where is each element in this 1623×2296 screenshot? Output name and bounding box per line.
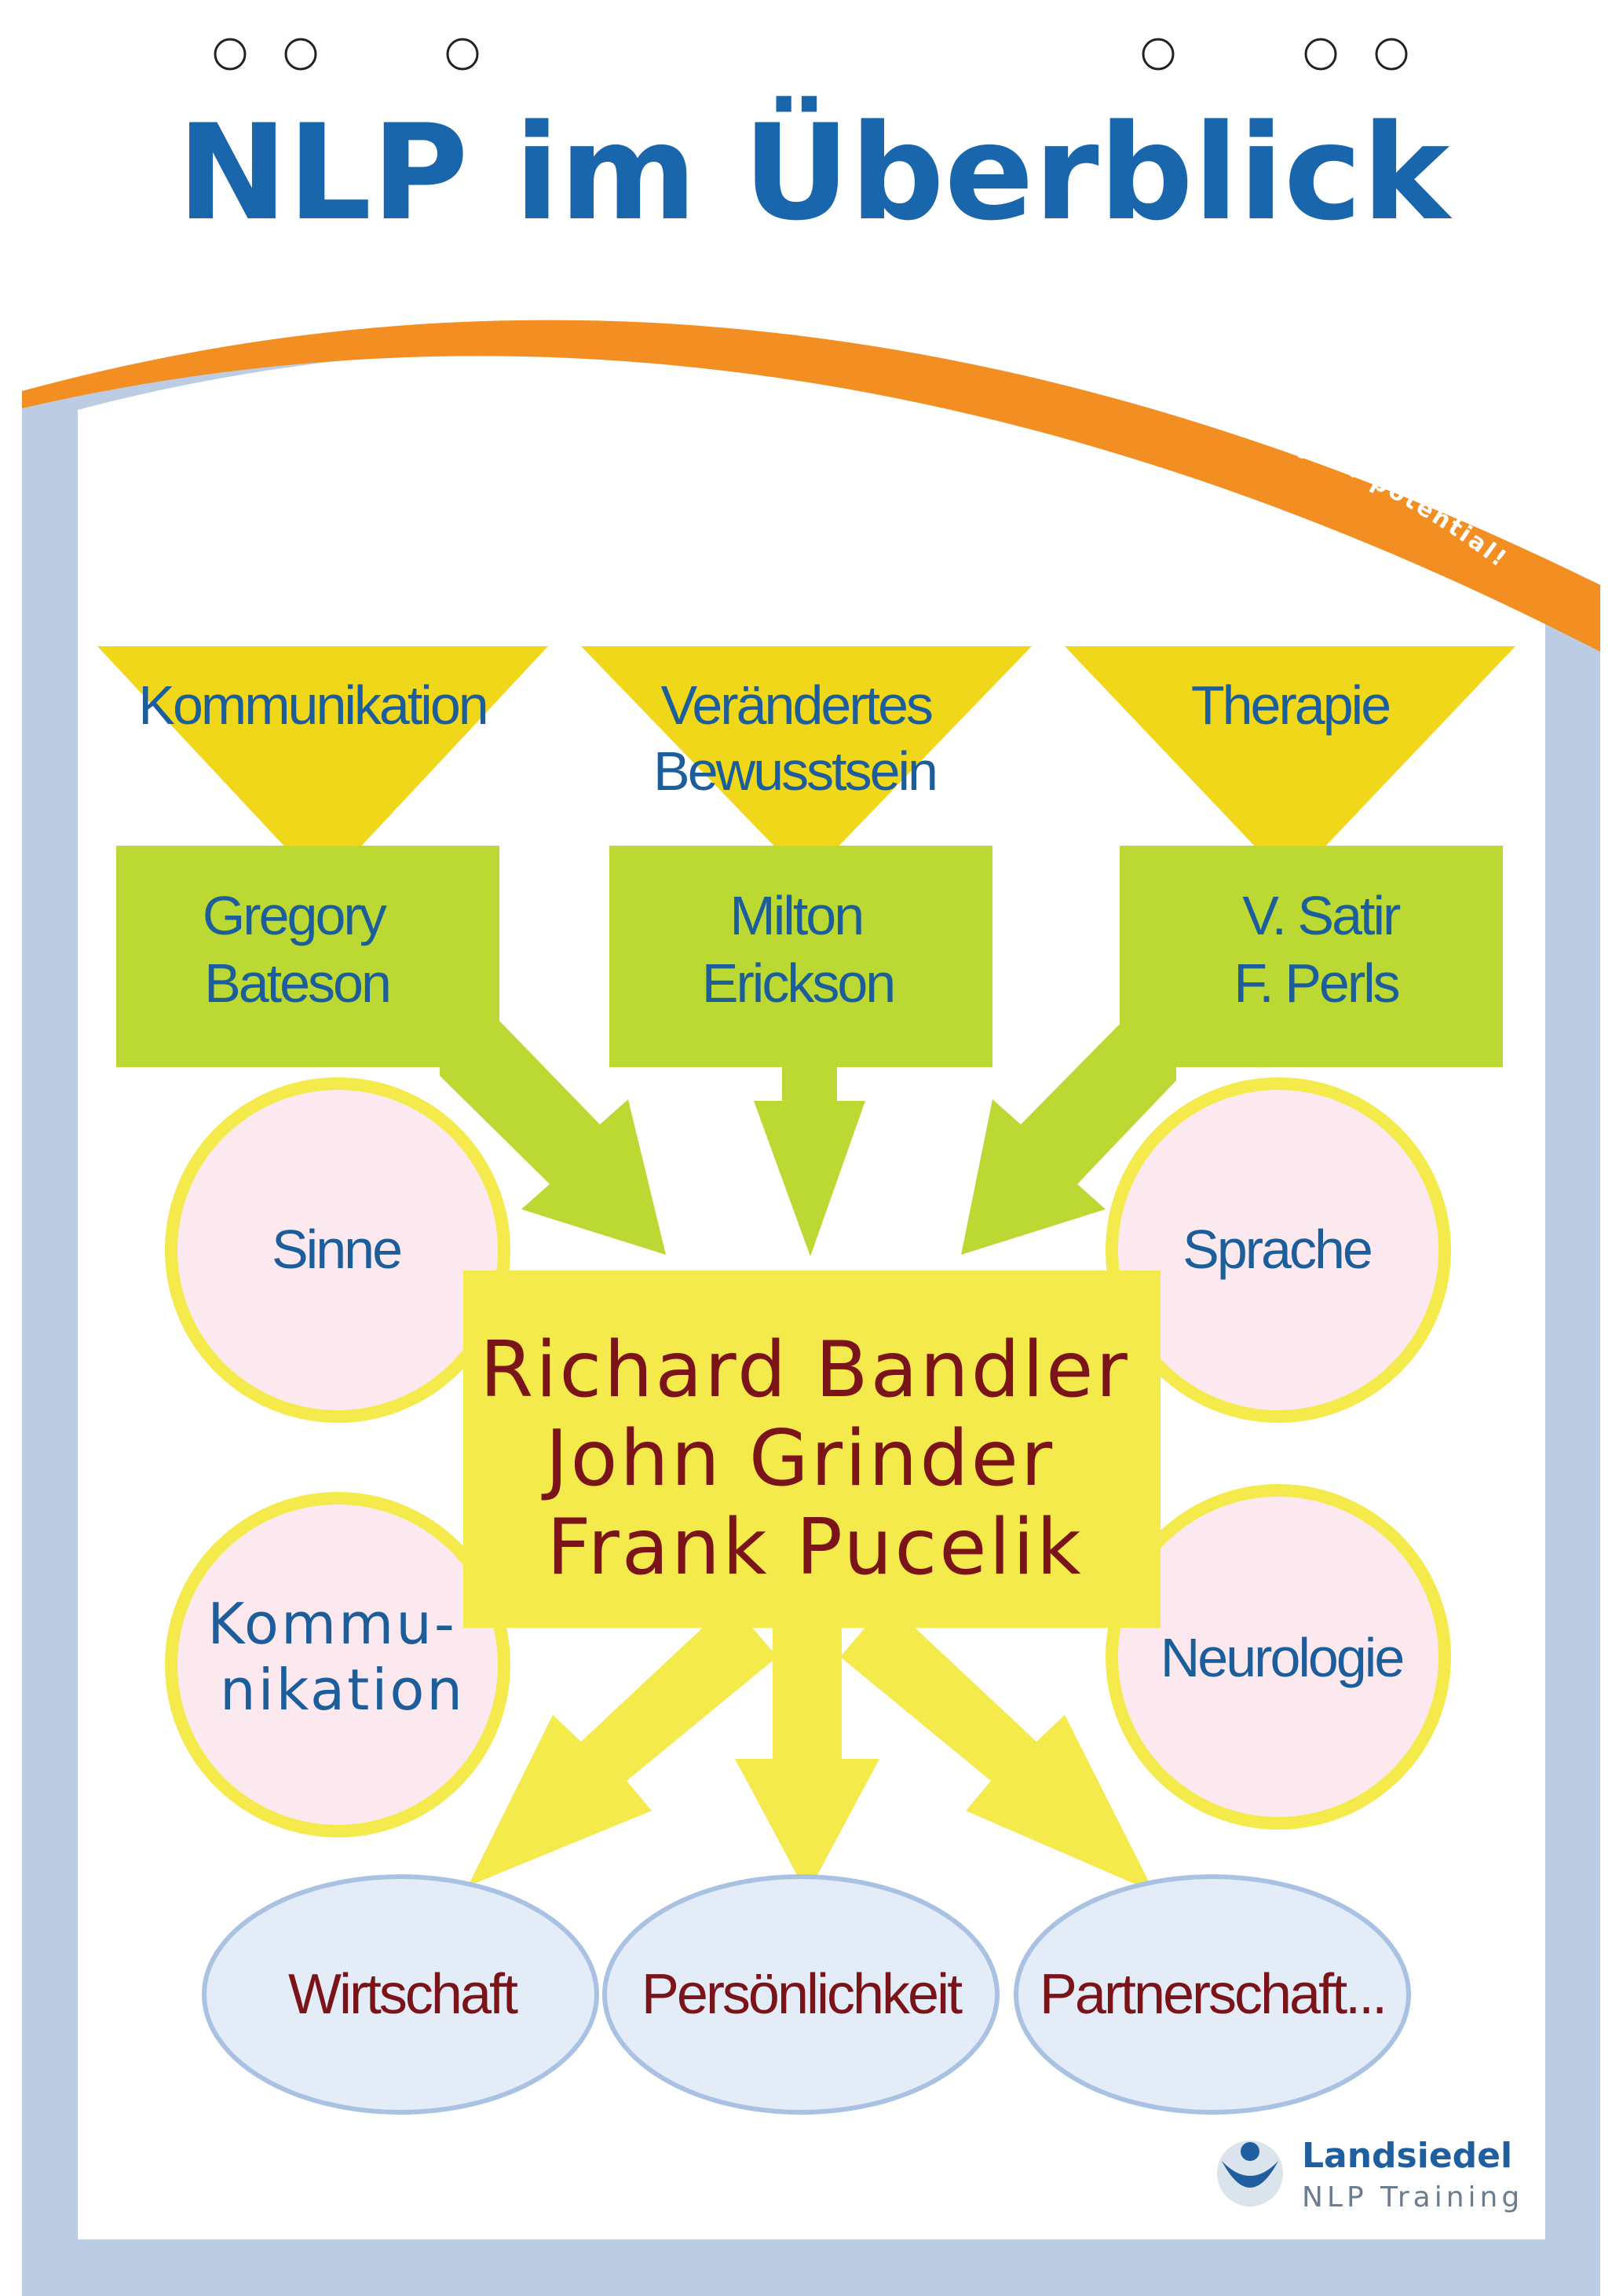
- person-line: F. Perls: [1234, 952, 1398, 1014]
- binder-hole: [1304, 38, 1337, 71]
- oval-partnerschaft: [1014, 1874, 1411, 2115]
- logo-figure-body-icon: [1222, 2161, 1278, 2188]
- aspect-line: nikation: [220, 1657, 465, 1723]
- landsiedel-logo: Landsiedel NLP Training: [1217, 2136, 1523, 2214]
- founders-box: [463, 1270, 1161, 1628]
- aspect-label-sprache: Sprache: [1183, 1219, 1371, 1280]
- oval-wirtschaft: [202, 1874, 599, 2115]
- flipchart-holes: [214, 38, 1408, 71]
- person-line: Erickson: [702, 952, 894, 1014]
- person-satir-perls: V. Satir F. Perls: [1234, 885, 1411, 1014]
- aspect-line: Sinne: [272, 1219, 400, 1280]
- founder-name: Richard Bandler: [480, 1325, 1130, 1415]
- binder-hole: [284, 38, 317, 71]
- logo-subtitle: NLP Training: [1302, 2181, 1523, 2214]
- page-title: NLP im Überblick: [177, 96, 1453, 250]
- binder-hole: [1142, 38, 1175, 71]
- person-line: V. Satir: [1242, 885, 1401, 946]
- circle-sprache: [1106, 1077, 1451, 1423]
- logo-emblem-icon: [1217, 2141, 1283, 2206]
- person-line: Bateson: [204, 952, 389, 1014]
- arrows-in: [440, 1021, 1176, 1256]
- oval-persoenlichkeit: [602, 1874, 1000, 2115]
- logo-figure-head-icon: [1241, 2142, 1259, 2161]
- application-ovals: [202, 1874, 1411, 2115]
- arrow-satir-perls: [961, 1021, 1176, 1255]
- arrow-wirtschaft: [468, 1602, 777, 1886]
- arrow-bateson: [440, 1021, 666, 1255]
- person-gregory-bateson: Gregory Bateson: [203, 885, 397, 1014]
- application-wirtschaft: Wirtschaft: [288, 1963, 518, 2026]
- field-line: Therapie: [1191, 675, 1389, 736]
- binder-hole: [446, 38, 479, 71]
- person-milton-erickson: Milton Erickson: [702, 885, 894, 1014]
- person-line: Milton: [729, 885, 862, 946]
- influence-triangles: [97, 646, 1515, 887]
- arrows-out: [468, 1602, 1154, 1894]
- triangle-veraendertes-bewusstsein: [581, 646, 1032, 879]
- founders-names: Richard Bandler John Grinder Frank Pucel…: [480, 1325, 1157, 1592]
- aspect-line: Sprache: [1183, 1219, 1371, 1280]
- aspect-label-kommunikation: Kommu- nikation: [207, 1591, 477, 1723]
- aspect-label-sinne: Sinne: [272, 1219, 400, 1280]
- box-gregory-bateson: [116, 846, 499, 1067]
- founder-name: Frank Pucelik: [546, 1503, 1083, 1592]
- orange-arc: [22, 320, 1600, 652]
- triangle-kommunikation: [97, 646, 548, 887]
- field-line: Kommunikation: [138, 675, 486, 736]
- arrow-persoenlichkeit: [735, 1602, 879, 1894]
- circle-kommunikation: [165, 1492, 510, 1837]
- application-persoenlichkeit: Persönlichkeit: [642, 1963, 963, 2026]
- arrow-partnerschaft: [840, 1602, 1154, 1892]
- arrow-erickson: [754, 1021, 865, 1256]
- field-line: Bewusstsein: [653, 740, 936, 802]
- circle-sinne: [165, 1077, 510, 1423]
- box-milton-erickson: [609, 846, 992, 1067]
- aspect-line: Neurologie: [1161, 1627, 1403, 1688]
- application-partnerschaft: Partnerschaft...: [1040, 1963, 1385, 2026]
- logo-name: Landsiedel: [1302, 2136, 1512, 2176]
- person-boxes: [116, 846, 1503, 1067]
- triangle-therapie: [1065, 646, 1515, 883]
- aspect-line: Kommu-: [207, 1591, 457, 1657]
- box-satir-perls: [1120, 846, 1503, 1067]
- field-line: Verändertes: [661, 675, 932, 736]
- aspect-label-neurologie: Neurologie: [1161, 1627, 1403, 1688]
- field-label-veraendertes-bewusstsein: Verändertes Bewusstsein: [653, 675, 944, 802]
- aspect-circles: [165, 1077, 1451, 1837]
- field-label-therapie: Therapie: [1191, 675, 1389, 736]
- field-label-kommunikation: Kommunikation: [138, 675, 486, 736]
- circle-neurologie: [1106, 1484, 1451, 1830]
- binder-hole: [214, 38, 247, 71]
- binder-hole: [1375, 38, 1408, 71]
- founder-name: John Grinder: [541, 1414, 1055, 1504]
- person-line: Gregory: [203, 885, 387, 946]
